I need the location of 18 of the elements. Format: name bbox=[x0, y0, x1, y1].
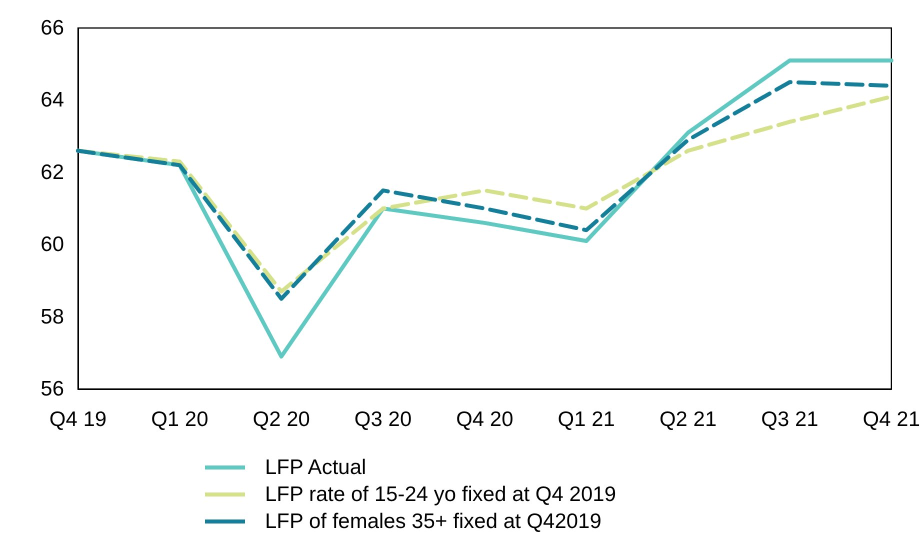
x-tick-label: Q4 21 bbox=[862, 408, 920, 431]
legend-label: LFP rate of 15-24 yo fixed at Q4 2019 bbox=[265, 483, 616, 506]
x-tick-label: Q4 19 bbox=[49, 408, 107, 431]
x-tick-label: Q1 21 bbox=[558, 408, 615, 431]
x-tick-label: Q4 20 bbox=[456, 408, 514, 431]
y-tick-label: 66 bbox=[40, 16, 64, 40]
legend-label: LFP Actual bbox=[265, 456, 366, 479]
y-tick-label: 62 bbox=[40, 160, 64, 184]
x-tick-label: Q3 20 bbox=[354, 408, 412, 431]
x-tick-label: Q2 21 bbox=[659, 408, 717, 431]
y-tick-label: 64 bbox=[40, 88, 64, 112]
legend-label: LFP of females 35+ fixed at Q42019 bbox=[265, 510, 602, 533]
x-tick-label: Q1 20 bbox=[151, 408, 208, 431]
x-tick-label: Q3 21 bbox=[761, 408, 818, 431]
y-tick-label: 60 bbox=[40, 233, 64, 256]
x-tick-label: Q2 20 bbox=[252, 408, 310, 431]
y-tick-label: 58 bbox=[40, 305, 64, 328]
y-tick-label: 56 bbox=[40, 378, 64, 400]
